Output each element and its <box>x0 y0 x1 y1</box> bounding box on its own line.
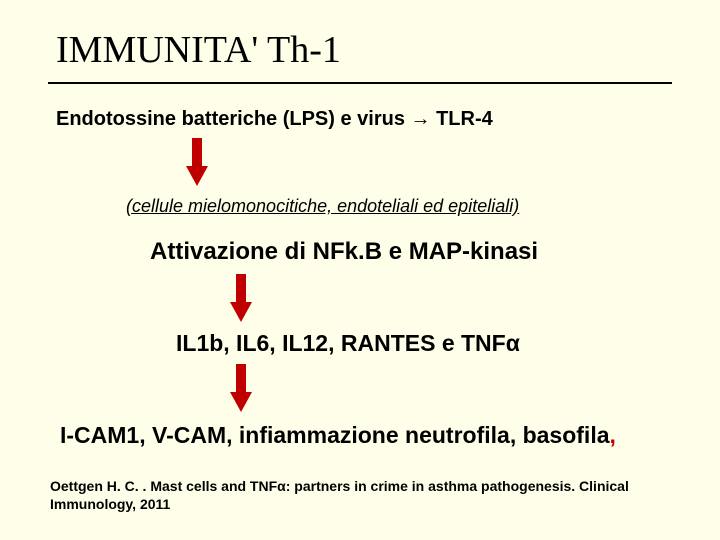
outcome-line: I-CAM1, V-CAM, infiammazione neutrofila,… <box>60 422 616 449</box>
arrow-down-icon <box>230 364 252 412</box>
arrow-down-icon <box>230 274 252 322</box>
outcome-text: I-CAM1, V-CAM, infiammazione neutrofila,… <box>60 422 610 448</box>
cytokines-line: IL1b, IL6, IL12, RANTES e TNFα <box>176 330 520 357</box>
slide: IMMUNITA' Th-1 Endotossine batteriche (L… <box>0 0 720 540</box>
citation-line: Oettgen H. C. . Mast cells and TNFα: par… <box>50 478 670 513</box>
activation-line: Attivazione di NFk.B e MAP-kinasi <box>150 238 538 266</box>
trigger-line: Endotossine batteriche (LPS) e virus → T… <box>56 108 493 131</box>
arrow-down-icon <box>186 138 208 186</box>
cell-types-line: (cellule mielomonocitiche, endoteliali e… <box>126 196 519 217</box>
slide-title: IMMUNITA' Th-1 <box>56 28 341 72</box>
outcome-trailing-comma: , <box>610 422 616 448</box>
title-underline <box>48 82 672 84</box>
